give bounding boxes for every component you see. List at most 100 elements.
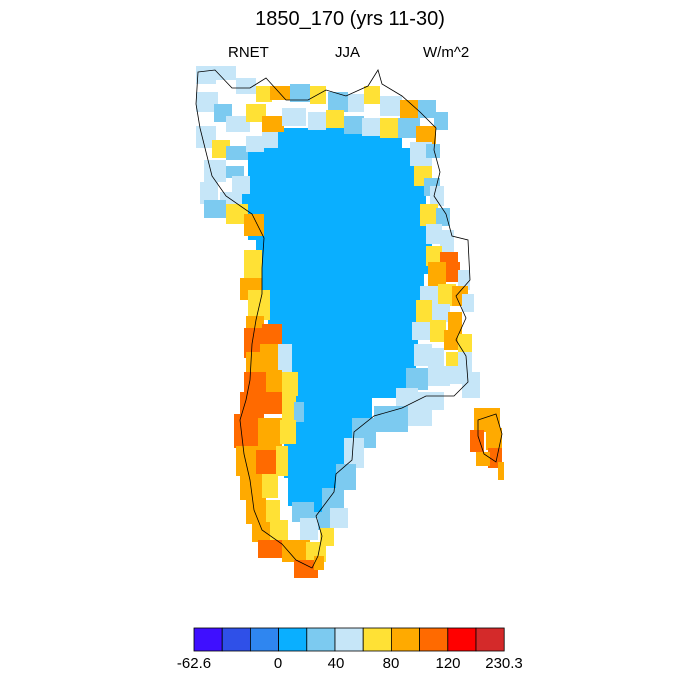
margin-cell — [486, 428, 502, 450]
margin-cell — [430, 320, 446, 342]
coastline-outlines — [195, 69, 503, 569]
margin-cell — [200, 182, 218, 204]
margin-cell — [262, 474, 278, 498]
colorbar-label-max: 230.3 — [485, 655, 523, 672]
margin-cell — [498, 462, 504, 480]
margin-cell — [196, 92, 218, 112]
margin-cell — [462, 294, 474, 312]
margin-cell — [348, 94, 364, 112]
margin-cell — [428, 262, 446, 286]
margin-cell — [196, 66, 216, 84]
ice-sheet-cell — [242, 176, 426, 206]
margin-cell — [262, 392, 282, 414]
margin-cell — [330, 508, 348, 528]
colorbar-label-120: 120 — [435, 655, 461, 672]
margin-cell — [446, 262, 460, 282]
margin-cell — [234, 414, 260, 448]
margin-cell — [462, 372, 480, 398]
margin-cell — [204, 160, 226, 182]
margin-cell — [226, 204, 248, 224]
margin-cell — [282, 540, 310, 562]
margin-cell — [246, 104, 266, 122]
margin-cell — [294, 560, 318, 578]
margin-cell — [252, 522, 274, 542]
margin-cell — [470, 430, 484, 452]
colorbar-swatch — [447, 627, 477, 652]
margin-cell — [400, 100, 418, 118]
margin-cell — [270, 520, 288, 542]
ice-sheet-cell — [276, 358, 416, 398]
margin-cell — [226, 146, 248, 160]
margin-cell — [294, 402, 304, 422]
margin-cell — [248, 290, 270, 320]
margin-cell — [322, 488, 344, 512]
margin-cell — [412, 322, 432, 340]
margin-cell — [344, 438, 364, 468]
margin-cell — [438, 284, 456, 306]
margin-cell — [282, 108, 306, 126]
colorbar — [193, 627, 505, 652]
colorbar-swatch — [419, 627, 449, 652]
margin-cell — [428, 348, 444, 366]
margin-cell — [380, 118, 400, 138]
colorbar-swatch — [221, 627, 251, 652]
margin-cell — [232, 176, 250, 194]
margin-cell — [458, 270, 470, 290]
margin-cell — [344, 116, 364, 134]
margin-cell — [256, 86, 272, 102]
margin-cell — [448, 312, 462, 332]
margin-cell — [398, 118, 420, 138]
margin-cell — [426, 144, 440, 158]
margin-cell — [436, 208, 450, 226]
margin-cell — [476, 452, 490, 466]
margin-cell — [240, 392, 264, 418]
margin-cell — [292, 502, 314, 522]
margin-cell — [428, 366, 450, 386]
margin-cell — [374, 406, 408, 432]
margin-cell — [300, 518, 318, 540]
margin-cell — [266, 500, 280, 526]
margin-cell — [420, 204, 438, 226]
margin-cell — [328, 92, 348, 112]
colorbar-swatch — [306, 627, 336, 652]
margin-cell — [310, 86, 326, 104]
margin-cell — [262, 116, 284, 132]
margin-cell — [282, 396, 296, 422]
units-label: W/m^2 — [423, 44, 470, 61]
margin-cell — [418, 100, 436, 118]
margin-cell — [226, 166, 244, 178]
margin-cell — [458, 334, 472, 354]
margin-cell — [308, 112, 326, 130]
margin-cell — [416, 126, 436, 146]
ice-sheet-cell — [262, 272, 424, 318]
colorbar-label-40: 40 — [327, 655, 345, 672]
margin-cell — [290, 84, 310, 102]
margin-cell — [362, 118, 380, 136]
margin-cell — [266, 370, 282, 392]
margin-cell — [282, 372, 298, 396]
ice-sheet-cell — [256, 238, 432, 274]
colorbar-swatch — [193, 627, 223, 652]
colorbar-swatch — [362, 627, 392, 652]
ice-sheet-cell — [268, 316, 418, 360]
colorbar-label-0: 0 — [273, 655, 283, 672]
margin-cell — [414, 344, 432, 366]
margin-cell — [256, 450, 278, 478]
colorbar-label-80: 80 — [382, 655, 400, 672]
ice-sheet-cell — [248, 148, 418, 178]
margin-cell — [244, 214, 264, 236]
margin-cell — [258, 540, 284, 558]
margin-cell — [212, 140, 230, 158]
island-coastline — [477, 413, 503, 463]
ice-sheet-cell — [248, 204, 430, 240]
colorbar-swatch — [475, 627, 505, 652]
margin-cell — [416, 300, 432, 322]
season-label: JJA — [335, 44, 361, 61]
variable-label: RNET — [228, 44, 269, 61]
colorbar-label-min: -62.6 — [176, 655, 212, 672]
margin-cell — [280, 420, 296, 444]
map-cells — [196, 66, 504, 578]
margin-cell — [434, 112, 448, 130]
margin-cell — [204, 200, 226, 218]
